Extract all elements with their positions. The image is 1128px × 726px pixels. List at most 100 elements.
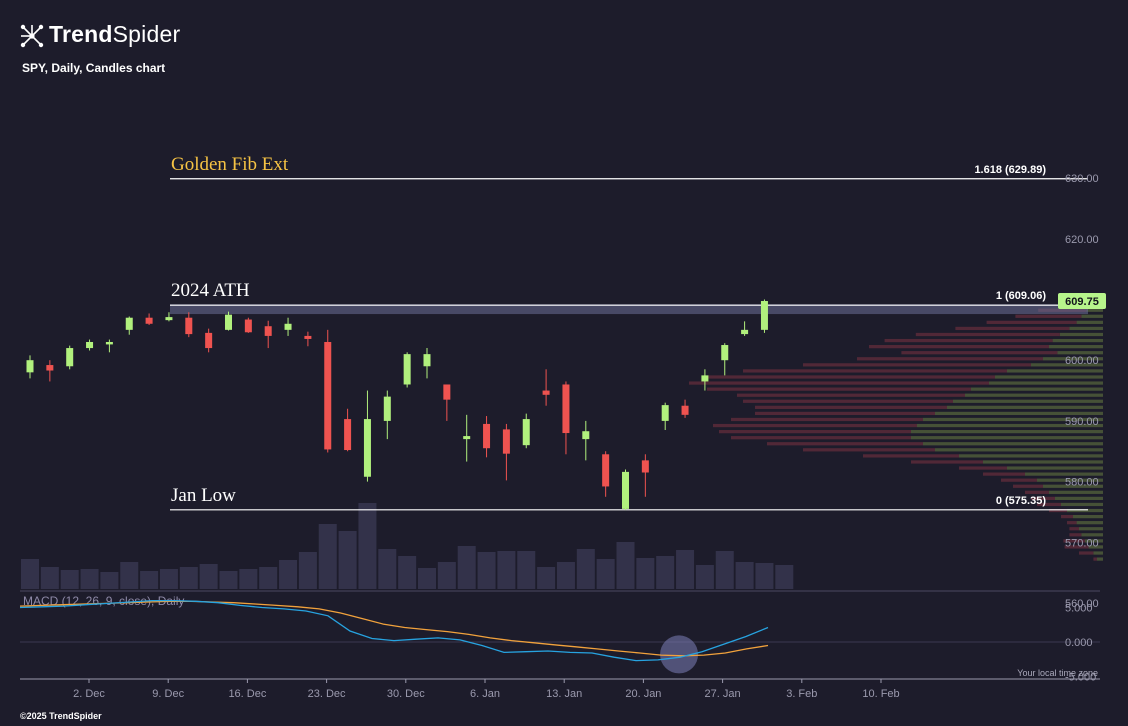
copyright: ©2025 TrendSpider <box>20 711 102 721</box>
candle-body <box>344 419 352 451</box>
candle-body <box>363 419 371 477</box>
candle-body <box>542 390 550 395</box>
profile-bar-up <box>1007 466 1103 470</box>
profile-bar-up <box>1049 490 1103 494</box>
profile-bar-up <box>953 399 1103 403</box>
macd-tick-label: -5.000 <box>1065 672 1096 684</box>
profile-bar-down <box>731 417 923 422</box>
time-tick-label: 9. Dec <box>152 688 184 700</box>
profile-bar-up <box>1086 308 1103 312</box>
ath-zone <box>170 304 1088 315</box>
price-tick-label: 590.00 <box>1065 416 1099 428</box>
volume-bar <box>60 570 79 589</box>
volume-bar <box>676 550 695 589</box>
volume-bar <box>318 524 337 589</box>
candle-body <box>522 419 530 446</box>
macd-line <box>19 599 769 662</box>
profile-bar-up <box>1097 557 1103 561</box>
time-tick-label: 3. Feb <box>786 688 817 700</box>
profile-bar-down <box>911 460 983 464</box>
volume-bar <box>576 549 595 589</box>
profile-bar-up <box>1031 363 1103 367</box>
profile-bar-up <box>1057 351 1103 355</box>
profile-bar-up <box>1076 521 1103 525</box>
volume-bar <box>378 549 397 589</box>
candle-body <box>423 354 431 367</box>
fib-level-label: 1 (609.06) <box>996 290 1046 302</box>
price-tick-label: 620.00 <box>1065 234 1099 246</box>
fib-levels: 1.618 (629.89) Golden Fib Ext 1 (609.06) 20… <box>170 154 1088 511</box>
candle-body <box>701 375 709 382</box>
candle-body <box>622 471 629 509</box>
volume-bar <box>338 531 357 589</box>
candle-body <box>86 341 94 349</box>
profile-bar-up <box>1061 502 1103 507</box>
profile-bar-up <box>935 448 1103 452</box>
profile-bar-up <box>1049 345 1103 349</box>
profile-bar-down <box>1037 502 1061 507</box>
profile-bar-up <box>923 442 1103 446</box>
volume-bar <box>517 551 536 589</box>
fib-level-label: 1.618 (629.89) <box>974 164 1046 176</box>
trendspider-logo-icon <box>20 24 44 48</box>
profile-bar-up <box>911 436 1103 440</box>
profile-bar-up <box>1073 514 1103 519</box>
macd-signal-line <box>19 600 769 657</box>
volume-bar <box>120 562 139 589</box>
profile-bar-down <box>863 454 959 458</box>
profile-bar-up <box>1052 338 1103 343</box>
volume-bar <box>80 569 99 589</box>
profile-bar-up <box>911 430 1103 434</box>
candle-body <box>562 384 570 434</box>
profile-bar-down <box>955 326 1070 331</box>
profile-bar-up <box>917 423 1103 428</box>
profile-bar-up <box>995 375 1103 379</box>
volume-bar <box>279 560 298 589</box>
profile-bar-down <box>869 345 1049 349</box>
time-axis: 2. Dec 9. Dec 16. Dec 23. Dec 30. Dec 6. Jan 1… <box>20 678 1100 700</box>
chart-subtitle: SPY, Daily, Candles chart <box>22 61 166 75</box>
volume-bar <box>21 559 39 589</box>
profile-bar-down <box>884 338 1053 343</box>
candle-body <box>602 454 610 487</box>
macd-tick-label: 0.000 <box>1065 637 1093 649</box>
time-tick-label: 27. Jan <box>705 688 741 700</box>
candle-body <box>741 329 749 335</box>
candle-body <box>760 301 768 330</box>
profile-bar-down <box>755 405 947 409</box>
candle-body <box>264 326 272 336</box>
profile-bar-up <box>1076 320 1103 324</box>
profile-bar-down <box>1049 508 1067 513</box>
annotation-label: 2024 ATH <box>171 280 250 301</box>
volume-bar <box>477 552 496 589</box>
price-axis: 560.00570.00580.00590.00600.00610.00620.… <box>1058 173 1106 610</box>
volume-bar <box>755 563 774 589</box>
price-tick-label: 600.00 <box>1065 355 1099 367</box>
candle-body <box>463 436 471 440</box>
profile-bar-up <box>965 393 1103 397</box>
profile-bar-down <box>713 423 917 428</box>
time-tick-label: 10. Feb <box>862 688 899 700</box>
volume-bar <box>735 562 754 589</box>
time-tick-label: 23. Dec <box>308 688 346 700</box>
profile-bar-up <box>1085 539 1103 543</box>
fib-level-label: 0 (575.35) <box>996 495 1046 507</box>
profile-bar-up <box>1067 508 1103 513</box>
candle-body <box>284 323 292 330</box>
volume-bar <box>298 552 317 589</box>
profile-bar-down <box>983 472 1025 476</box>
profile-bar-down <box>803 363 1031 367</box>
candle-body <box>681 405 689 415</box>
volume-bar <box>140 571 159 589</box>
profile-bar-down <box>1064 545 1089 549</box>
price-tick-label: 560.00 <box>1065 598 1099 610</box>
crossover-highlight <box>660 635 699 674</box>
price-tick-label: 580.00 <box>1065 477 1099 489</box>
candle-body <box>483 423 491 449</box>
volume-bar <box>556 562 575 589</box>
time-tick-label: 20. Jan <box>625 688 661 700</box>
candles <box>26 299 768 511</box>
candle-body <box>661 405 669 421</box>
profile-bar-down <box>707 375 995 379</box>
